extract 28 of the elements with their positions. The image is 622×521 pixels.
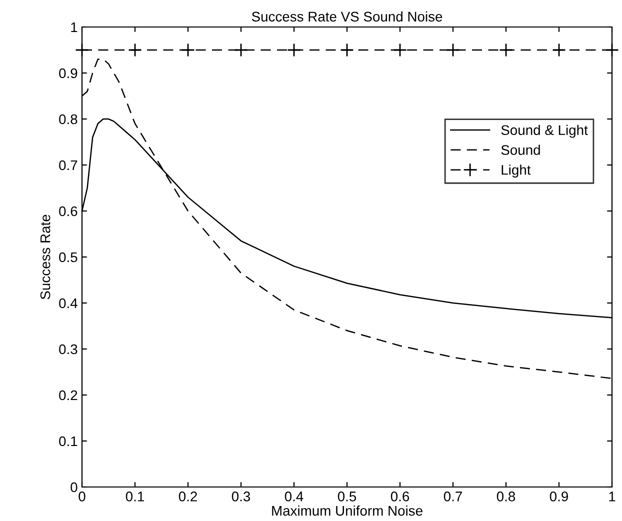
y-tick-label: 0.7 bbox=[59, 160, 78, 170]
x-tick-label: 0.6 bbox=[390, 492, 410, 502]
chart-title: Success Rate VS Sound Noise bbox=[252, 11, 442, 22]
x-tick-label: 0.2 bbox=[178, 492, 197, 502]
legend-label: Sound bbox=[501, 144, 540, 155]
x-tick-label: 0.3 bbox=[232, 492, 250, 502]
x-tick-label: 0.8 bbox=[496, 492, 516, 502]
x-tick-label: 0 bbox=[78, 492, 86, 502]
y-tick-label: 0.5 bbox=[59, 252, 78, 262]
x-tick-label: 1 bbox=[609, 492, 616, 502]
x-tick-label: 0.7 bbox=[444, 492, 462, 502]
y-tick-label: 0.8 bbox=[59, 114, 78, 124]
y-axis-title: Success Rate bbox=[40, 214, 50, 300]
y-tick-label: 0.2 bbox=[59, 390, 78, 400]
y-tick-label: 0.1 bbox=[59, 436, 78, 446]
x-tick-label: 0.4 bbox=[284, 492, 304, 502]
x-axis-title: Maximum Uniform Noise bbox=[272, 506, 422, 516]
y-tick-label: 0.9 bbox=[59, 68, 78, 78]
y-tick-label: 1 bbox=[71, 22, 78, 32]
legend-label: Light bbox=[502, 164, 531, 178]
y-tick-label: 0 bbox=[70, 482, 78, 492]
y-tick-label: 0.3 bbox=[59, 344, 78, 354]
x-tick-label: 0.9 bbox=[550, 492, 568, 502]
y-tick-label: 0.4 bbox=[59, 298, 78, 308]
x-tick-label: 0.1 bbox=[126, 492, 144, 502]
y-tick-label: 0.6 bbox=[59, 206, 78, 216]
x-tick-label: 0.5 bbox=[338, 492, 356, 502]
legend-label: Sound & Light bbox=[501, 124, 588, 138]
